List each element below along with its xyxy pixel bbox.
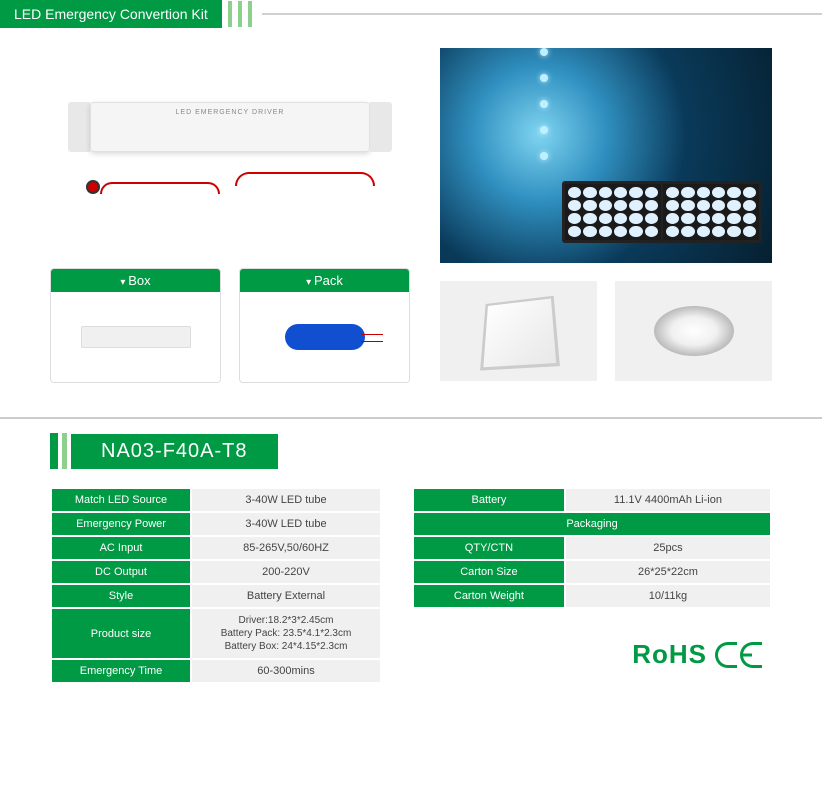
driver-label: LED EMERGENCY DRIVER bbox=[176, 109, 285, 116]
box-card-image bbox=[51, 292, 220, 382]
packaging-header: Packaging bbox=[413, 512, 771, 536]
spec-label: Emergency Power bbox=[51, 512, 191, 536]
panel-light-image bbox=[440, 281, 597, 381]
spec-value: 3-40W LED tube bbox=[191, 488, 381, 512]
page-title: LED Emergency Convertion Kit bbox=[0, 0, 222, 28]
model-title-row: NA03-F40A-T8 bbox=[0, 433, 822, 469]
spec-label: DC Output bbox=[51, 560, 191, 584]
wire-graphic bbox=[86, 172, 375, 194]
spec-value: 3-40W LED tube bbox=[191, 512, 381, 536]
accent-tick bbox=[248, 1, 252, 27]
header-banner-row: LED Emergency Convertion Kit bbox=[0, 0, 822, 28]
spec-value: 60-300mins bbox=[191, 659, 381, 683]
model-code: NA03-F40A-T8 bbox=[71, 434, 278, 469]
led-module-graphic bbox=[562, 181, 762, 243]
spec-label: Carton Size bbox=[413, 560, 565, 584]
certification-marks: RoHS bbox=[412, 639, 772, 670]
pack-card-image bbox=[240, 292, 409, 382]
spec-table-left: Match LED Source3-40W LED tubeEmergency … bbox=[50, 487, 382, 684]
spec-value: 85-265V,50/60HZ bbox=[191, 536, 381, 560]
ce-mark-icon bbox=[715, 642, 762, 668]
pack-card-header: Pack bbox=[240, 269, 409, 292]
spec-label: Style bbox=[51, 584, 191, 608]
spec-label: QTY/CTN bbox=[413, 536, 565, 560]
box-card: Box bbox=[50, 268, 221, 383]
spec-label: AC Input bbox=[51, 536, 191, 560]
spec-label: Product size bbox=[51, 608, 191, 659]
header-rule bbox=[262, 13, 822, 15]
spec-value: 25pcs bbox=[565, 536, 771, 560]
spec-label: Match LED Source bbox=[51, 488, 191, 512]
spec-value: 10/11kg bbox=[565, 584, 771, 608]
spec-table-right: Battery11.1V 4400mAh Li-ionPackagingQTY/… bbox=[412, 487, 772, 609]
spec-value: 26*25*22cm bbox=[565, 560, 771, 584]
spec-value: 200-220V bbox=[191, 560, 381, 584]
spec-label: Emergency Time bbox=[51, 659, 191, 683]
spec-value: Battery External bbox=[191, 584, 381, 608]
spec-label: Carton Weight bbox=[413, 584, 565, 608]
box-card-header: Box bbox=[51, 269, 220, 292]
spec-value: 11.1V 4400mAh Li-ion bbox=[565, 488, 771, 512]
spec-value: Driver:18.2*3*2.45cm Battery Pack: 23.5*… bbox=[191, 608, 381, 659]
led-driver-graphic: LED EMERGENCY DRIVER bbox=[90, 102, 370, 152]
main-product-image: LED EMERGENCY DRIVER bbox=[50, 48, 410, 248]
downlight-image bbox=[615, 281, 772, 381]
accent-tick bbox=[238, 1, 242, 27]
section-divider bbox=[0, 417, 822, 419]
tunnel-application-image bbox=[440, 48, 772, 263]
accent-tick bbox=[228, 1, 232, 27]
spec-label: Battery bbox=[413, 488, 565, 512]
rohs-mark: RoHS bbox=[632, 639, 707, 670]
pack-card: Pack bbox=[239, 268, 410, 383]
